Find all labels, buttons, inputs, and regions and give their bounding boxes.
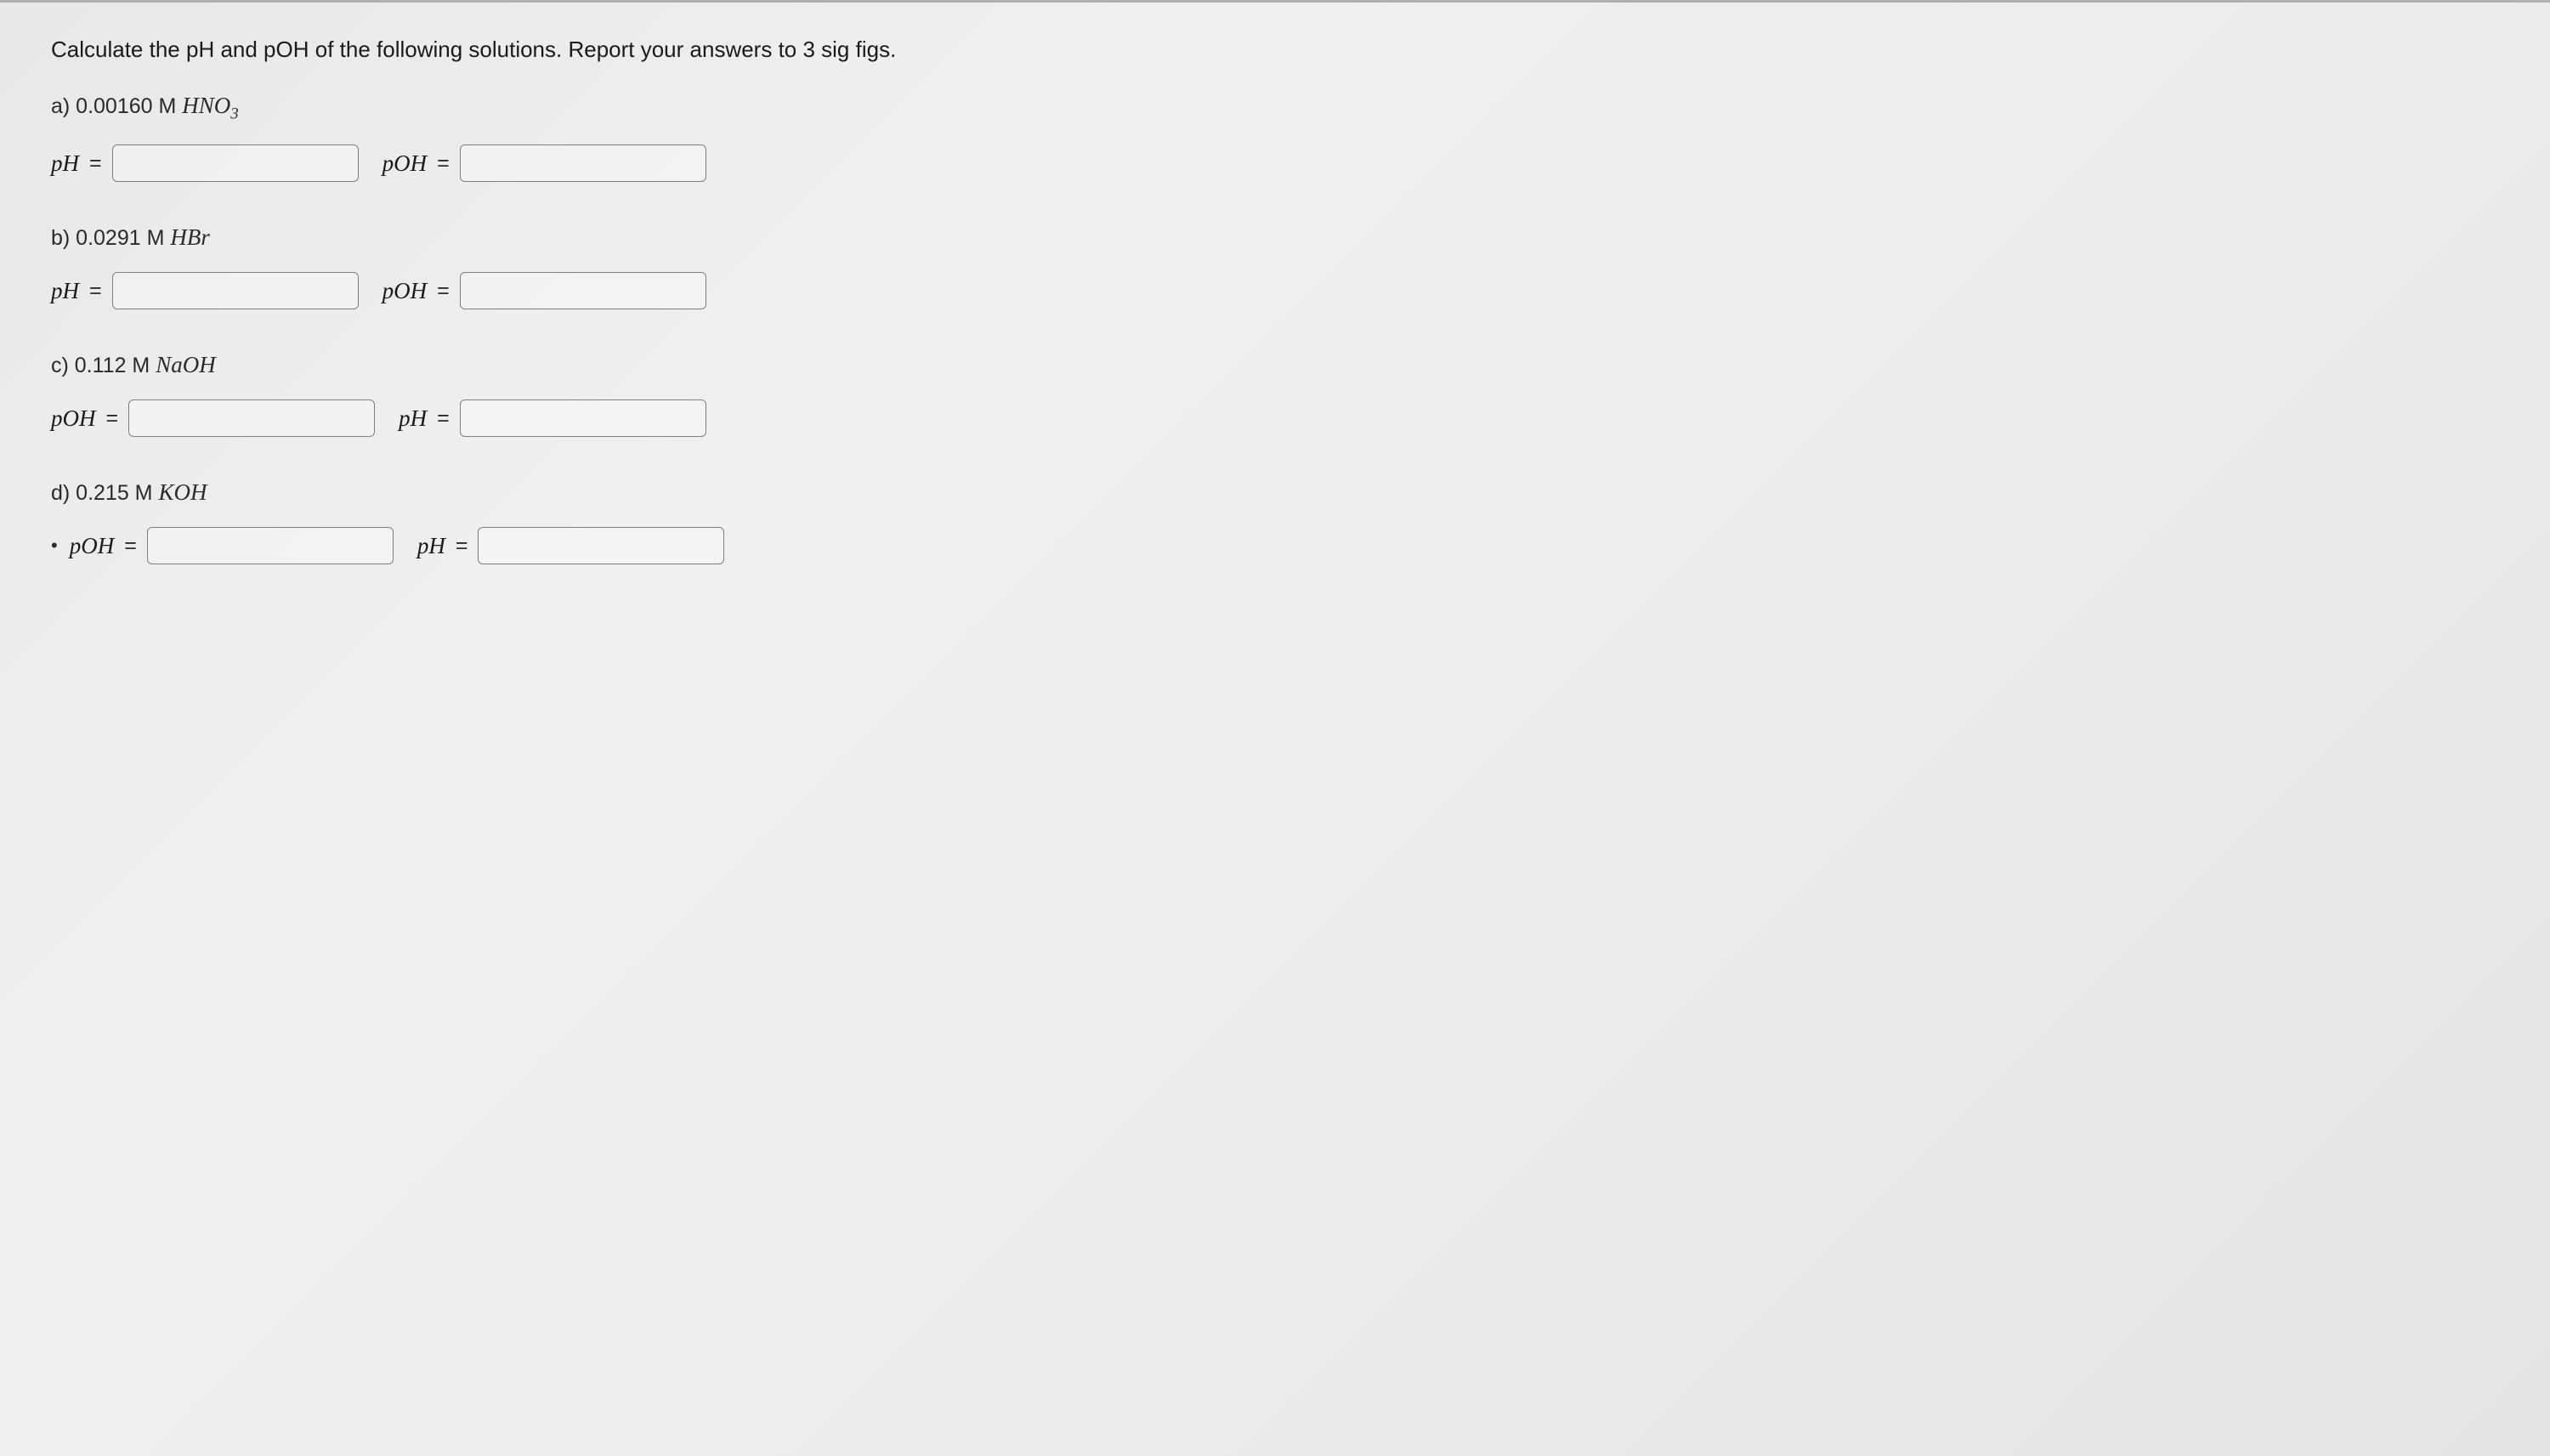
part-d-var1-label: pOH — [70, 533, 115, 559]
part-c-formula: NaOH — [156, 352, 216, 377]
part-d-formula: KOH — [158, 479, 207, 505]
part-a-ph-input[interactable] — [112, 144, 359, 182]
equals-sign: = — [106, 406, 119, 431]
part-c-label: c) 0.112 M NaOH — [51, 352, 2499, 378]
part-d: d) 0.215 M KOH • pOH = pH = — [51, 479, 2499, 564]
part-b-label: b) 0.0291 M HBr — [51, 224, 2499, 251]
part-b-prefix: b) 0.0291 M — [51, 226, 170, 250]
part-b-poh-input[interactable] — [460, 272, 706, 309]
equals-sign: = — [124, 534, 137, 558]
part-d-label: d) 0.215 M KOH — [51, 479, 2499, 506]
part-d-poh-input[interactable] — [147, 527, 394, 564]
part-c: c) 0.112 M NaOH pOH = pH = — [51, 352, 2499, 437]
part-b-var1-label: pH — [51, 278, 79, 304]
equals-sign: = — [437, 151, 450, 176]
part-a-poh-input[interactable] — [460, 144, 706, 182]
equals-sign: = — [437, 279, 450, 303]
part-b-inputs: pH = pOH = — [51, 272, 2499, 309]
part-a-subscript: 3 — [230, 105, 238, 122]
part-a-var1-label: pH — [51, 150, 79, 177]
part-c-prefix: c) 0.112 M — [51, 354, 156, 377]
equals-sign: = — [437, 406, 450, 431]
part-d-ph-input[interactable] — [478, 527, 724, 564]
part-b: b) 0.0291 M HBr pH = pOH = — [51, 224, 2499, 309]
equals-sign: = — [456, 534, 468, 558]
part-d-prefix: d) 0.215 M — [51, 481, 158, 505]
part-c-inputs: pOH = pH = — [51, 399, 2499, 437]
equals-sign: = — [89, 279, 102, 303]
part-b-var2-label: pOH — [382, 278, 428, 304]
part-a-formula-base: HNO — [182, 93, 230, 118]
part-a-var2-label: pOH — [382, 150, 428, 177]
part-a: a) 0.00160 M HNO3 pH = pOH = — [51, 93, 2499, 182]
part-c-var2-label: pH — [399, 405, 427, 432]
part-c-ph-input[interactable] — [460, 399, 706, 437]
part-a-label: a) 0.00160 M HNO3 — [51, 93, 2499, 123]
part-a-formula: HNO3 — [182, 93, 238, 118]
part-a-prefix: a) 0.00160 M — [51, 94, 182, 118]
question-prompt: Calculate the pH and pOH of the followin… — [51, 37, 2499, 63]
part-c-poh-input[interactable] — [128, 399, 375, 437]
bullet-icon: • — [51, 535, 58, 557]
part-b-ph-input[interactable] — [112, 272, 359, 309]
part-d-inputs: • pOH = pH = — [51, 527, 2499, 564]
part-c-var1-label: pOH — [51, 405, 96, 432]
equals-sign: = — [89, 151, 102, 176]
part-a-inputs: pH = pOH = — [51, 144, 2499, 182]
part-b-formula: HBr — [170, 224, 210, 250]
part-d-var2-label: pH — [417, 533, 445, 559]
